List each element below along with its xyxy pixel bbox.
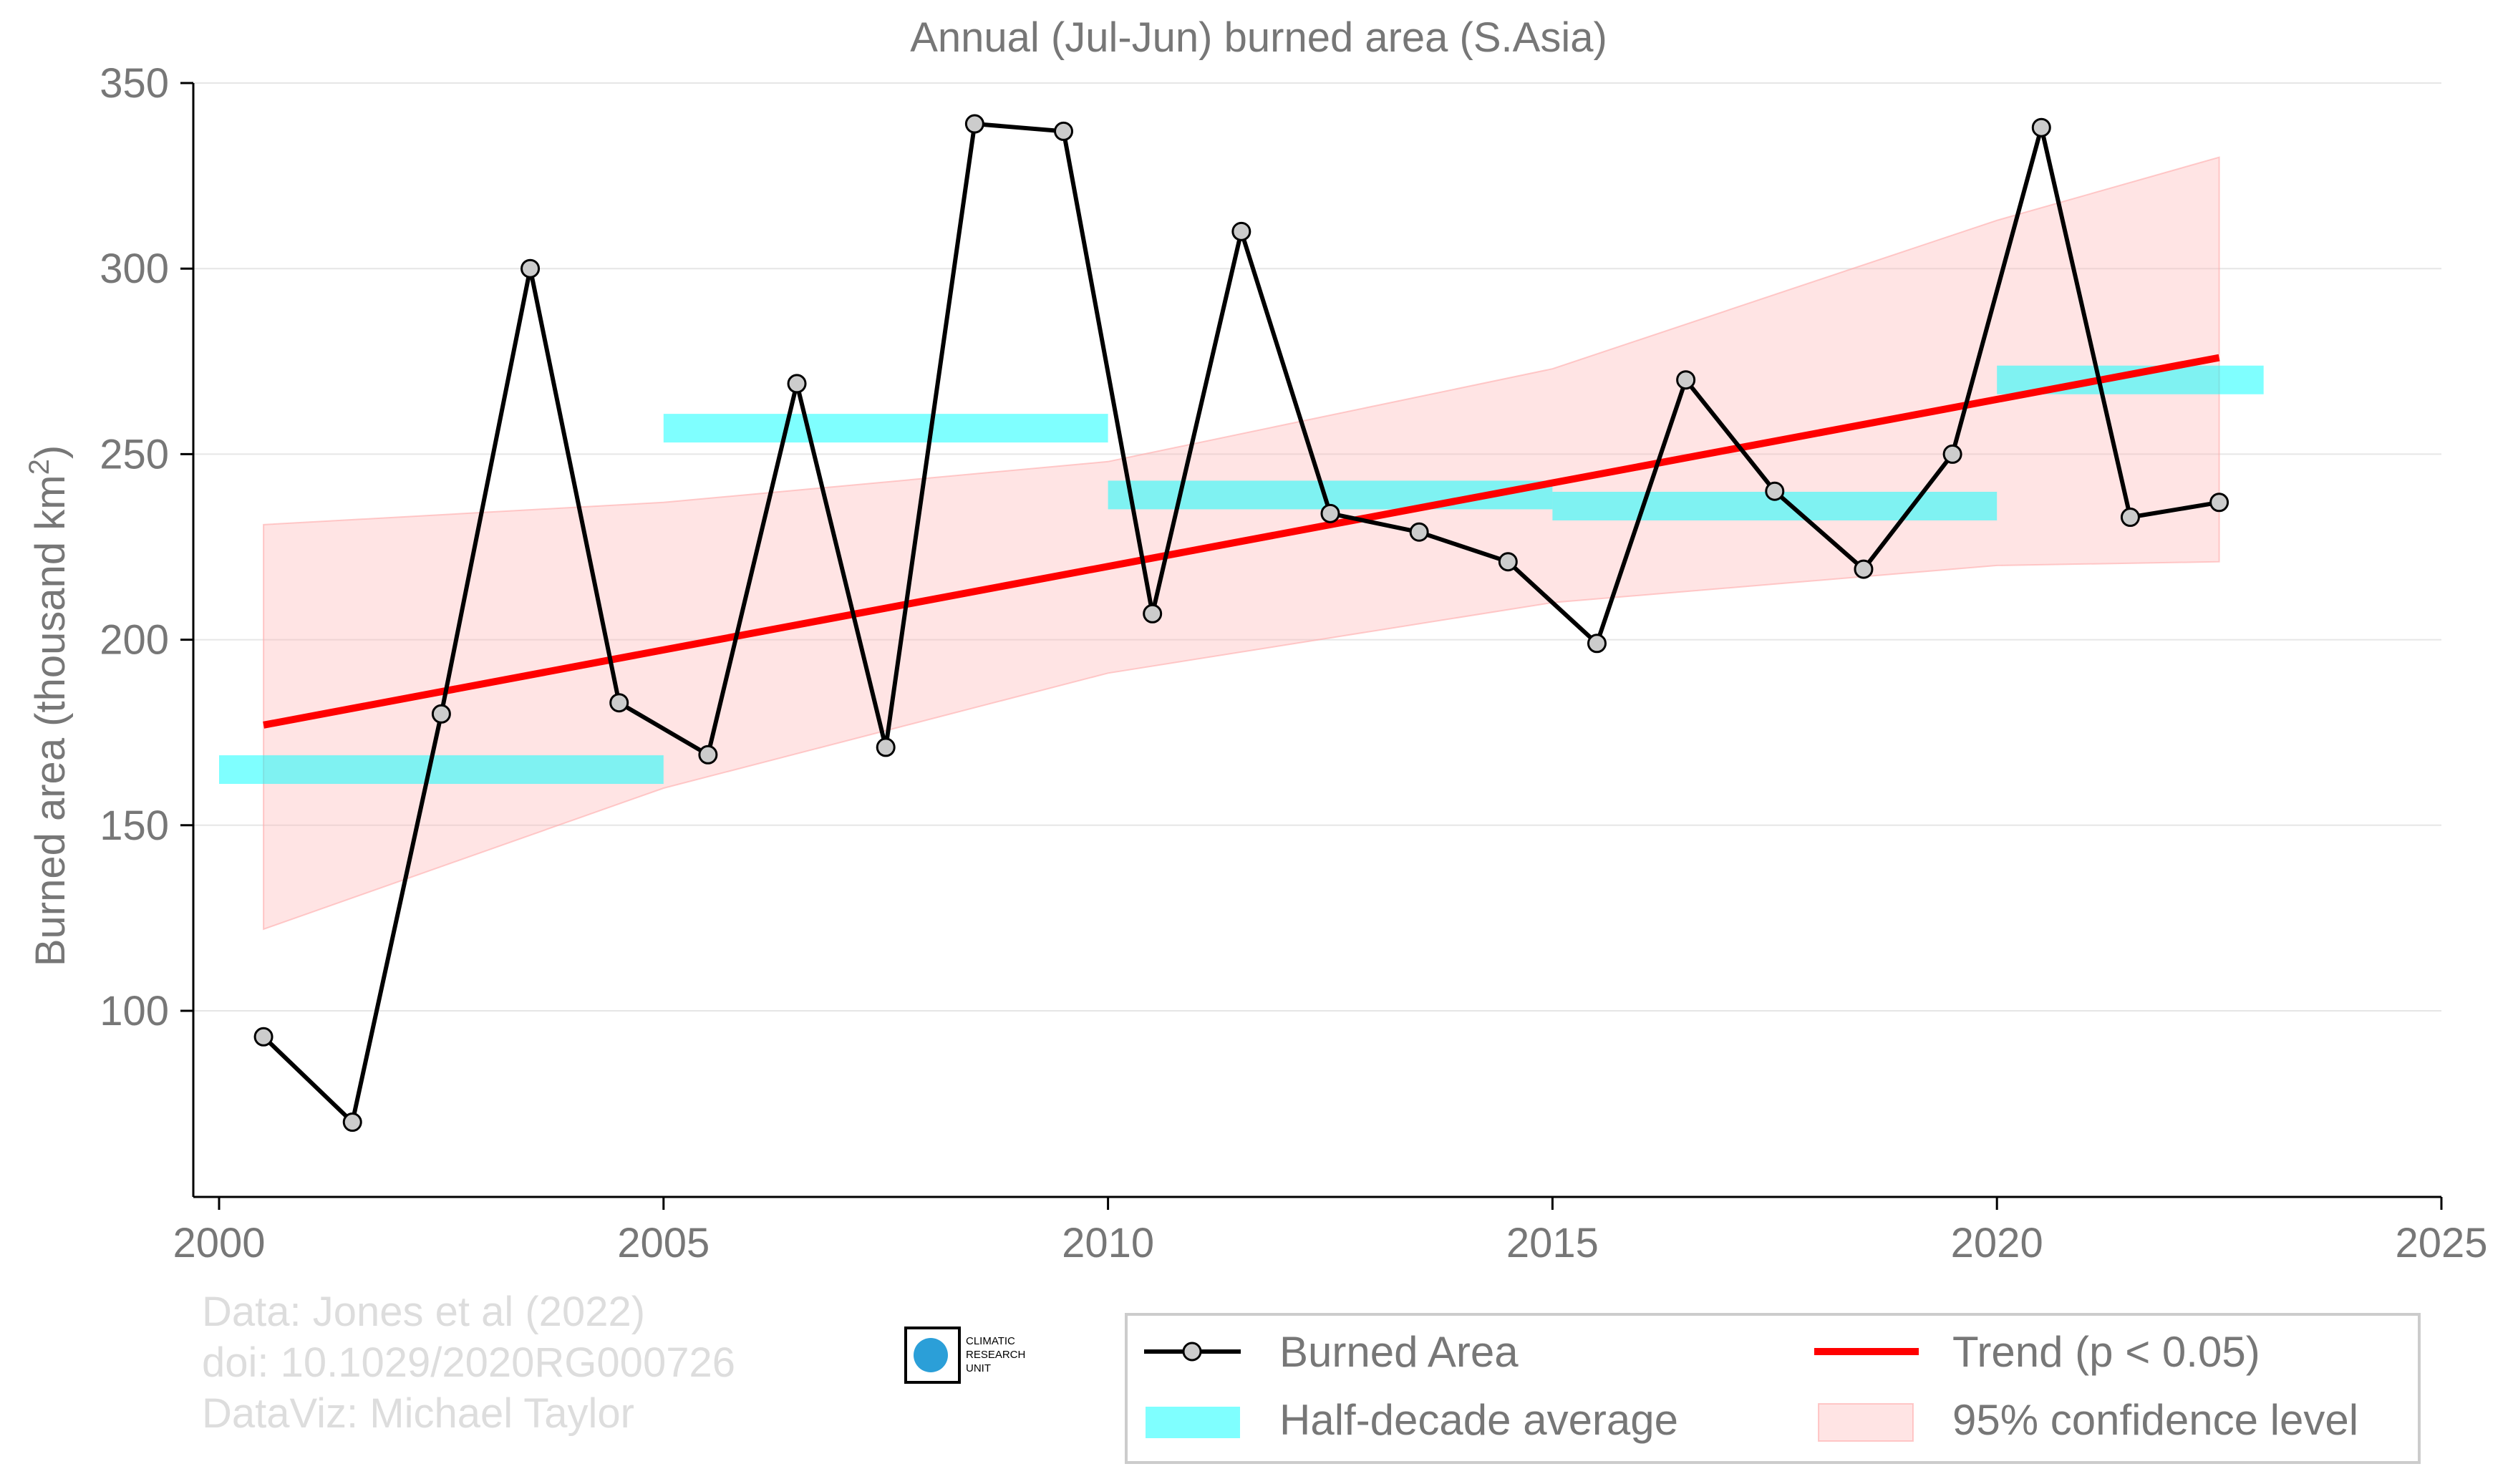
data-point bbox=[342, 1112, 362, 1133]
y-axis-ticks: 100 150 200 250 300 350 bbox=[100, 60, 193, 1034]
x-tick-label: 2020 bbox=[1951, 1220, 2043, 1266]
half-decade-average-bars bbox=[219, 365, 2264, 785]
data-point bbox=[1409, 522, 1429, 542]
credit-dataviz: DataViz: Michael Taylor bbox=[202, 1390, 634, 1437]
half-decade-bar bbox=[219, 755, 664, 785]
data-point bbox=[1942, 444, 1962, 464]
data-point bbox=[2120, 508, 2140, 528]
data-point bbox=[1676, 370, 1696, 390]
y-tick-label: 150 bbox=[100, 802, 169, 849]
legend: Burned Area Half-decade average Trend (p… bbox=[1125, 1313, 2421, 1464]
data-point bbox=[2209, 493, 2229, 513]
trend-line bbox=[263, 354, 2220, 729]
logo-text-1: CLIMATIC bbox=[966, 1335, 1015, 1347]
data-point bbox=[787, 374, 807, 394]
x-tick-label: 2005 bbox=[617, 1220, 710, 1266]
y-tick-label: 100 bbox=[100, 988, 169, 1034]
data-point bbox=[876, 737, 896, 757]
legend-label-burned-area: Burned Area bbox=[1279, 1328, 1519, 1376]
y-axis-label: Burned area (thousand km2) bbox=[24, 445, 74, 966]
legend-label-confidence: 95% confidence level bbox=[1952, 1396, 2358, 1444]
x-tick-label: 2025 bbox=[2395, 1220, 2487, 1266]
data-point bbox=[431, 704, 451, 724]
half-decade-bar bbox=[663, 414, 1108, 443]
y-tick-label: 300 bbox=[100, 246, 169, 292]
data-point bbox=[1587, 634, 1607, 654]
x-axis-ticks: 2000 2005 2010 2015 2020 2025 bbox=[173, 1197, 2488, 1266]
y-tick-label: 250 bbox=[100, 431, 169, 477]
cru-logo: CLIMATIC RESEARCH UNIT bbox=[904, 1327, 1025, 1384]
data-point bbox=[1231, 221, 1251, 241]
y-tick-label: 200 bbox=[100, 617, 169, 664]
legend-swatch-confidence bbox=[1818, 1403, 1914, 1442]
credit-doi: doi: 10.1029/2020RG000726 bbox=[202, 1339, 735, 1386]
x-tick-label: 2015 bbox=[1506, 1220, 1599, 1266]
data-point bbox=[1765, 481, 1785, 501]
data-point bbox=[1320, 503, 1340, 523]
legend-swatch-half-decade bbox=[1146, 1407, 1240, 1438]
chart-title: Annual (Jul-Jun) burned area (S.Asia) bbox=[910, 14, 1607, 61]
logo-text-3: UNIT bbox=[966, 1362, 991, 1374]
data-point bbox=[1054, 121, 1074, 141]
legend-label-trend: Trend (p < 0.05) bbox=[1952, 1328, 2260, 1376]
data-point bbox=[1854, 559, 1874, 579]
data-point bbox=[698, 745, 718, 765]
burned-area-markers bbox=[253, 114, 2229, 1133]
data-point bbox=[2031, 117, 2051, 137]
data-point bbox=[964, 114, 984, 134]
logo-text-2: RESEARCH bbox=[966, 1349, 1025, 1361]
data-point bbox=[253, 1027, 273, 1047]
credit-data: Data: Jones et al (2022) bbox=[202, 1289, 645, 1335]
legend-marker-burned-area bbox=[1182, 1342, 1202, 1362]
globe-icon bbox=[914, 1338, 948, 1372]
data-point bbox=[609, 693, 629, 713]
data-point bbox=[1498, 552, 1518, 572]
data-point bbox=[520, 258, 541, 278]
data-point bbox=[1143, 603, 1163, 624]
x-tick-label: 2010 bbox=[1062, 1220, 1154, 1266]
legend-label-half-decade: Half-decade average bbox=[1279, 1396, 1678, 1444]
y-tick-label: 350 bbox=[100, 60, 169, 107]
x-tick-label: 2000 bbox=[173, 1220, 265, 1266]
legend-box bbox=[1125, 1313, 2421, 1464]
